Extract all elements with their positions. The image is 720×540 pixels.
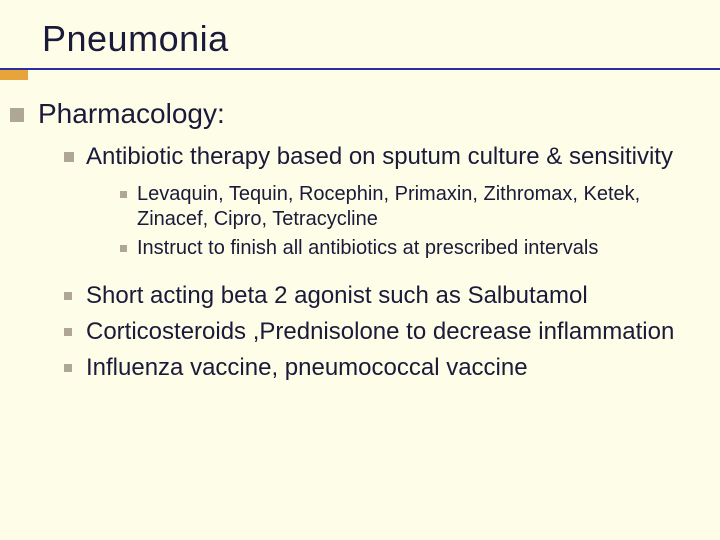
- bullet-level-1: Pharmacology:: [10, 98, 710, 130]
- level2-text: Influenza vaccine, pneumococcal vaccine: [86, 353, 528, 383]
- square-bullet-icon: [64, 152, 74, 162]
- level2-text: Short acting beta 2 agonist such as Salb…: [86, 281, 588, 311]
- square-bullet-icon: [120, 191, 127, 198]
- level1-text: Pharmacology:: [38, 98, 225, 130]
- square-bullet-icon: [120, 245, 127, 252]
- slide-title: Pneumonia: [42, 18, 229, 60]
- level2-text: Corticosteroids ,Prednisolone to decreas…: [86, 317, 674, 347]
- header-line: [0, 68, 720, 70]
- square-bullet-icon: [10, 108, 24, 122]
- square-bullet-icon: [64, 292, 72, 300]
- level2-text: Antibiotic therapy based on sputum cultu…: [86, 142, 673, 172]
- square-bullet-icon: [64, 328, 72, 336]
- level3-text: Levaquin, Tequin, Rocephin, Primaxin, Zi…: [137, 182, 710, 232]
- bullet-level-3: Instruct to finish all antibiotics at pr…: [120, 236, 710, 261]
- level3-text: Instruct to finish all antibiotics at pr…: [137, 236, 598, 261]
- accent-bar: [0, 70, 28, 80]
- square-bullet-icon: [64, 364, 72, 372]
- slide-content: Pharmacology: Antibiotic therapy based o…: [0, 98, 720, 387]
- bullet-level-2: Antibiotic therapy based on sputum cultu…: [64, 142, 710, 172]
- bullet-level-2-alt: Influenza vaccine, pneumococcal vaccine: [64, 353, 710, 383]
- bullet-level-2-alt: Corticosteroids ,Prednisolone to decreas…: [64, 317, 710, 347]
- bullet-level-3: Levaquin, Tequin, Rocephin, Primaxin, Zi…: [120, 182, 710, 232]
- bullet-level-2-alt: Short acting beta 2 agonist such as Salb…: [64, 281, 710, 311]
